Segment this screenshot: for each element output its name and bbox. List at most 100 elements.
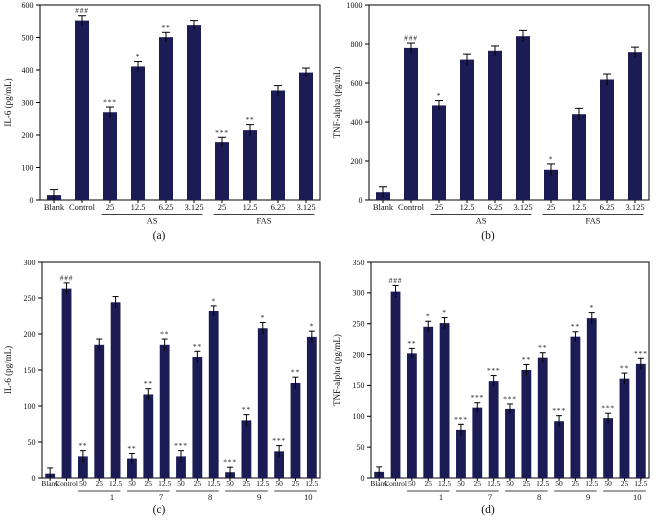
panel-caption-a: (a)	[152, 230, 166, 242]
x-tick-label: 50	[555, 479, 563, 488]
y-tick-label: 200	[22, 131, 34, 140]
x-tick-label: Control	[384, 479, 407, 488]
bar	[208, 310, 219, 478]
bar	[103, 112, 117, 200]
bar	[75, 20, 89, 200]
group-label: AS	[476, 216, 487, 226]
x-tick-label: 6.25	[271, 202, 286, 212]
bar	[516, 36, 530, 201]
y-tick-label: 350	[353, 260, 365, 267]
significance-marker: ***	[634, 349, 648, 358]
group-label: 10	[304, 492, 313, 502]
bar	[274, 451, 285, 478]
group-label: 8	[537, 492, 541, 502]
x-tick-label: 50	[226, 479, 234, 488]
x-tick-label: Blank	[373, 202, 394, 212]
bar	[404, 47, 418, 201]
y-tick-label: 0	[361, 474, 365, 483]
significance-marker: **	[291, 368, 300, 377]
x-tick-label: 25	[218, 202, 227, 212]
group-label: AS	[147, 216, 158, 226]
bar	[439, 323, 450, 478]
significance-marker: *	[589, 303, 594, 312]
x-tick-label: 25	[572, 479, 580, 488]
y-tick-label: 400	[22, 66, 34, 75]
y-tick-label: 150	[24, 366, 36, 375]
significance-marker: *	[211, 296, 216, 305]
significance-marker: **	[160, 330, 169, 339]
significance-marker: **	[538, 343, 547, 352]
y-tick-label: 100	[24, 402, 36, 411]
significance-marker: ***	[223, 458, 237, 467]
y-tick-label: 800	[351, 40, 363, 49]
bar	[306, 336, 317, 478]
y-tick-label: 250	[24, 294, 36, 303]
group-label: FAS	[257, 216, 272, 226]
significance-marker: **	[161, 23, 170, 32]
x-tick-label: 50	[79, 479, 87, 488]
x-tick-label: 12.5	[487, 479, 500, 488]
y-axis-label: TNF-alpha (pg/mL)	[332, 334, 342, 406]
significance-marker: **	[78, 441, 87, 450]
y-tick-label: 300	[22, 98, 34, 107]
y-tick-label: 150	[353, 381, 365, 390]
significance-marker: ***	[601, 404, 615, 413]
x-tick-label: 50	[128, 479, 136, 488]
significance-marker: *	[442, 308, 447, 317]
y-tick-label: 200	[351, 157, 363, 166]
x-tick-label: 25	[435, 202, 444, 212]
group-label: 10	[633, 492, 642, 502]
group-label: 9	[257, 492, 261, 502]
significance-marker: ***	[552, 406, 566, 415]
y-tick-label: 400	[351, 118, 363, 127]
significance-marker: ***	[103, 98, 117, 107]
bar	[600, 79, 614, 200]
y-tick-label: 500	[22, 33, 34, 42]
plot-border	[368, 4, 650, 201]
y-axis-label: IL-6 (pg/mL)	[3, 346, 13, 394]
significance-marker: **	[144, 379, 153, 388]
x-tick-label: 25	[106, 202, 115, 212]
bar	[456, 429, 466, 478]
significance-marker: **	[242, 405, 251, 414]
y-tick-label: 250	[353, 320, 365, 329]
significance-marker: *	[437, 91, 442, 100]
x-tick-label: 12.5	[305, 479, 318, 488]
significance-marker: ***	[470, 393, 484, 402]
y-tick-label: 1000	[347, 1, 363, 10]
x-tick-label: 12.5	[460, 202, 475, 212]
bar	[299, 72, 313, 200]
panel-b: 0 200 400 600 800 1000 TNF-alpha (pg/mL) Blank #…	[329, 0, 658, 260]
x-tick-label: 25	[95, 479, 103, 488]
significance-marker: ***	[272, 436, 286, 445]
bar	[241, 420, 252, 478]
group-label: 1	[439, 492, 443, 502]
panel-c: 0 50 100 150 200 250 300 IL-6 (pg/mL) Blank ### Co…	[0, 260, 329, 523]
x-tick-label: 12.5	[536, 479, 549, 488]
x-tick-label: 12.5	[158, 479, 171, 488]
x-tick-label: 12.5	[109, 479, 122, 488]
significance-marker: **	[571, 322, 580, 331]
bar	[257, 328, 268, 478]
bar	[521, 370, 532, 478]
bar	[572, 114, 586, 200]
bar	[432, 105, 446, 200]
group-label: 8	[208, 492, 212, 502]
x-tick-label: 12.5	[634, 479, 647, 488]
y-tick-label: 300	[24, 260, 36, 267]
bar	[537, 357, 548, 478]
significance-marker: ###	[404, 34, 418, 43]
y-tick-label: 200	[24, 330, 36, 339]
y-tick-label: 0	[359, 196, 363, 205]
x-tick-label: 3.125	[184, 202, 203, 212]
bar	[271, 90, 285, 200]
x-tick-label: 12.5	[585, 479, 598, 488]
bar	[110, 302, 121, 478]
group-label: 1	[110, 492, 114, 502]
x-tick-label: 50	[408, 479, 416, 488]
x-tick-label: 3.125	[296, 202, 315, 212]
bar	[603, 418, 614, 478]
